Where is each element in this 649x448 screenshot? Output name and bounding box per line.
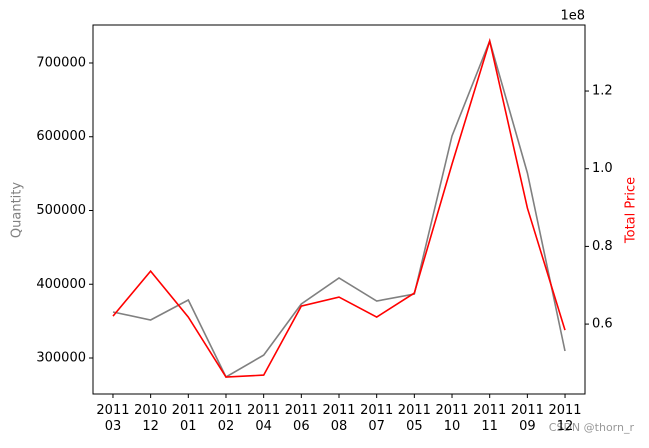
y-tick-label: 300000: [36, 351, 86, 366]
y-tick-label: 500000: [36, 203, 86, 218]
x-tick-label: 2011 06: [285, 403, 318, 434]
y2-axis-label: Total Price: [624, 177, 639, 244]
watermark: CSDN @thorn_r: [549, 421, 635, 434]
y2-tick-label: 0.6: [592, 317, 613, 332]
x-tick-label: 2011 02: [209, 403, 242, 434]
x-tick-label: 2011 11: [473, 403, 506, 434]
x-tick-label: 2011 05: [398, 403, 431, 434]
x-tick-label: 2011 07: [360, 403, 393, 434]
y-tick-label: 700000: [36, 55, 86, 70]
x-tick-label: 2011 04: [247, 403, 280, 434]
x-tick-label: 2010 12: [134, 403, 167, 434]
y-tick-label: 400000: [36, 277, 86, 292]
plot-frame: [92, 24, 586, 395]
x-tick-label: 2011 08: [322, 403, 355, 434]
x-tick-label: 2011 12: [548, 403, 581, 434]
x-tick-label: 2011 01: [172, 403, 205, 434]
series-line: [112, 37, 566, 378]
y2-tick-label: 1.2: [592, 84, 613, 99]
y2-tick-label: 1.0: [592, 161, 613, 176]
y2-tick-label: 0.8: [592, 239, 613, 254]
x-tick-label: 2011 09: [511, 403, 544, 434]
series-line: [112, 38, 566, 379]
y2-offset-label: 1e8: [560, 9, 585, 24]
y-axis-label: Quantity: [10, 182, 25, 238]
y-tick-label: 600000: [36, 129, 86, 144]
x-tick-label: 2011 03: [96, 403, 129, 434]
x-tick-label: 2011 10: [435, 403, 468, 434]
